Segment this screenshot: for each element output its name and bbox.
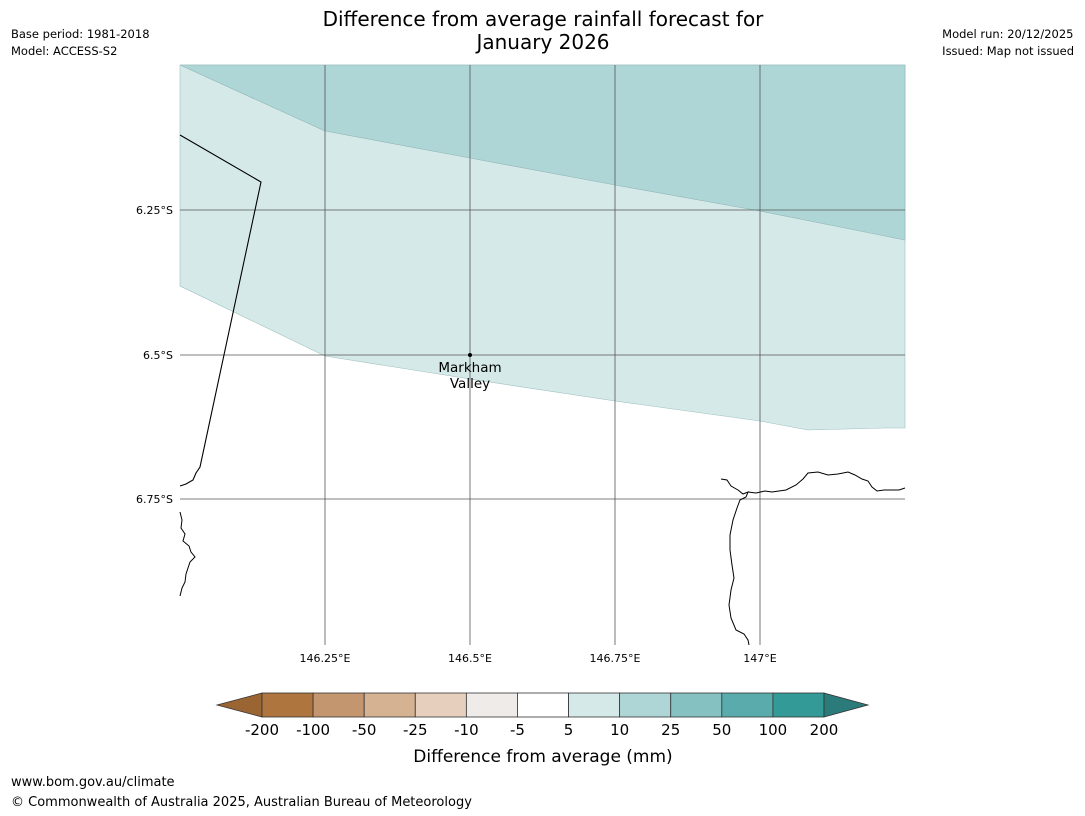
colorbar-segment <box>363 692 416 718</box>
boundary-line <box>179 134 262 487</box>
colorbar-segment <box>312 692 365 718</box>
footer-copyright: © Commonwealth of Australia 2025, Austra… <box>11 795 472 810</box>
colorbar-tick-label: -5 <box>510 721 525 739</box>
place-label-line2: Valley <box>450 376 490 392</box>
lat-tick-label: 6.75°S <box>136 493 173 506</box>
colorbar-segment <box>517 692 569 718</box>
lat-tick-label: 6.25°S <box>136 204 173 217</box>
header-left: Base period: 1981-2018 Model: ACCESS-S2 <box>11 26 150 60</box>
colorbar-segment <box>721 692 774 718</box>
title-line-1: Difference from average rainfall forecas… <box>322 7 764 31</box>
base-period: Base period: 1981-2018 <box>11 27 150 41</box>
map-title: Difference from average rainfall forecas… <box>243 8 843 54</box>
lon-tick-label: 146.25°E <box>300 652 351 665</box>
colorbar-tick-label: -25 <box>403 721 428 739</box>
issued-status: Issued: Map not issued <box>942 44 1074 58</box>
colorbar-label: Difference from average (mm) <box>413 747 672 767</box>
colorbar-segment <box>772 692 825 718</box>
colorbar-segment <box>670 692 723 718</box>
colorbar-tick-label: 25 <box>661 721 680 739</box>
model-name: Model: ACCESS-S2 <box>11 44 118 58</box>
title-line-2: January 2026 <box>476 30 610 54</box>
colorbar-segment <box>465 692 518 718</box>
colorbar-arrow-low <box>215 692 263 718</box>
colorbar: -200 -100 -50 -25 -10 -5 5 10 25 50 100 200 <box>215 692 870 739</box>
colorbar-tick-label: 100 <box>759 721 788 739</box>
lat-tick-label: 6.5°S <box>143 349 173 362</box>
header-right: Model run: 20/12/2025 Issued: Map not is… <box>942 26 1074 60</box>
colorbar-tick-label: -50 <box>352 721 377 739</box>
colorbar-tick-label: -10 <box>454 721 479 739</box>
colorbar-segment <box>261 692 314 718</box>
colorbar-arrow-high <box>823 692 870 718</box>
lon-tick-label: 147°E <box>743 652 776 665</box>
colorbar-tick-label: 10 <box>610 721 629 739</box>
place-label-line1: Markham <box>438 360 501 376</box>
colorbar-segment <box>568 692 621 718</box>
lon-tick-label: 146.75°E <box>590 652 641 665</box>
colorbar-tick-label: -100 <box>296 721 330 739</box>
colorbar-tick-label: 200 <box>810 721 839 739</box>
colorbar-segment <box>414 692 467 718</box>
model-run: Model run: 20/12/2025 <box>942 27 1074 41</box>
map-area <box>179 64 906 646</box>
colorbar-segment <box>619 692 672 718</box>
colorbar-tick-label: 50 <box>712 721 731 739</box>
coastline-east <box>720 471 906 646</box>
lon-tick-label: 146.5°E <box>448 652 492 665</box>
footer-url: www.bom.gov.au/climate <box>11 775 175 790</box>
markham-valley-marker <box>468 353 472 357</box>
graticule <box>180 65 905 645</box>
colorbar-tick-label: 5 <box>564 721 574 739</box>
colorbar-tick-label: -200 <box>245 721 279 739</box>
coastline-west <box>179 511 196 597</box>
rain-band-10-25 <box>179 64 906 241</box>
